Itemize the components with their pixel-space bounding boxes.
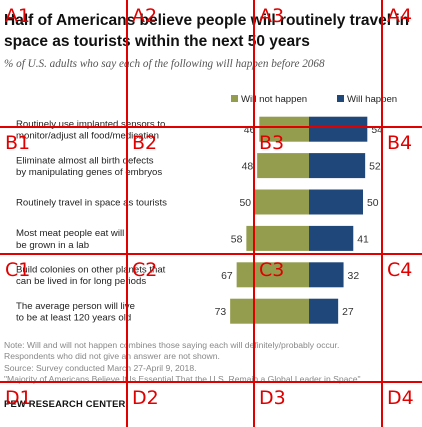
grid-cell-label: B2 bbox=[132, 132, 158, 154]
grid-line-horizontal bbox=[0, 253, 422, 255]
chart-notes: Note: Will and will not happen combines … bbox=[4, 340, 418, 386]
bar-will-not-happen bbox=[246, 225, 309, 251]
bar-will-happen bbox=[309, 298, 339, 324]
data-label-will-happen: 50 bbox=[367, 198, 379, 209]
bar-will-happen bbox=[309, 262, 344, 288]
bar-will-happen bbox=[309, 116, 368, 142]
grid-line-horizontal bbox=[0, 381, 422, 383]
grid-cell-label: A1 bbox=[5, 5, 31, 27]
data-label-will-not-happen: 50 bbox=[239, 198, 251, 209]
grid-line-vertical bbox=[253, 0, 255, 427]
data-label-will-not-happen: 58 bbox=[231, 234, 243, 245]
grid-cell-label: B3 bbox=[259, 132, 285, 154]
source-text: Source: Survey conducted March 27-April … bbox=[4, 362, 197, 373]
grid-cell-label: A4 bbox=[387, 5, 413, 27]
grid-cell-label: D3 bbox=[259, 387, 286, 409]
grid-cell-label: D2 bbox=[132, 387, 159, 409]
category-label-line: Build colonies on other planets that bbox=[16, 265, 166, 276]
category-label-line: to be at least 120 years old bbox=[16, 313, 131, 324]
legend-swatch bbox=[231, 95, 238, 102]
category-label-line: Routinely travel in space as tourists bbox=[16, 198, 167, 209]
legend-label: Will not happen bbox=[241, 94, 307, 105]
grid-cell-label: C1 bbox=[5, 259, 31, 281]
grid-line-horizontal bbox=[0, 126, 422, 128]
category-label-line: Eliminate almost all birth defects bbox=[16, 155, 154, 166]
chart-subtitle: % of U.S. adults who say each of the fol… bbox=[4, 58, 325, 70]
note-text: Respondents who did not give an answer a… bbox=[4, 351, 220, 362]
category-label-line: by manipulating genes of embryos bbox=[16, 167, 162, 178]
grid-cell-label: A2 bbox=[132, 5, 158, 27]
category-label: Routinely travel in space as tourists bbox=[16, 198, 167, 209]
report-title: "Majority of Americans Believe It Is Ess… bbox=[4, 374, 361, 385]
grid-cell-label: B4 bbox=[387, 132, 413, 154]
bar-will-not-happen bbox=[236, 262, 309, 288]
legend-label: Will happen bbox=[347, 94, 397, 105]
data-label-will-not-happen: 48 bbox=[242, 162, 254, 173]
bar-will-not-happen bbox=[259, 116, 309, 142]
category-label-line: monitor/adjust all food/medication bbox=[16, 131, 159, 142]
category-label-line: The average person will live bbox=[16, 301, 135, 312]
bar-will-not-happen bbox=[257, 153, 309, 179]
bar-chart: Will not happen Will happen Routinely use … bbox=[16, 94, 397, 324]
grid-cell-label: C4 bbox=[387, 259, 413, 281]
data-label-will-happen: 32 bbox=[348, 271, 360, 282]
data-label-will-happen: 54 bbox=[371, 125, 383, 136]
data-label-will-not-happen: 67 bbox=[221, 271, 233, 282]
grid-cell-label: B1 bbox=[5, 132, 31, 154]
grid-cell-label: C2 bbox=[132, 259, 158, 281]
data-label-will-happen: 41 bbox=[357, 234, 369, 245]
category-label: Routinely use implanted sensors tomonito… bbox=[16, 119, 165, 142]
grid-cell-label: C3 bbox=[259, 259, 285, 281]
chart-title: Half of Americans believe people will ro… bbox=[4, 12, 410, 50]
grid-cell-label: D1 bbox=[5, 387, 32, 409]
category-label-line: Most meat people eat will bbox=[16, 228, 124, 239]
category-label: Build colonies on other planets thatcan … bbox=[16, 265, 166, 288]
category-label-line: Routinely use implanted sensors to bbox=[16, 119, 165, 130]
bar-will-happen bbox=[309, 153, 366, 179]
data-label-will-happen: 27 bbox=[342, 307, 354, 318]
grid-line-vertical bbox=[381, 0, 383, 427]
note-text: Note: Will and will not happen combines … bbox=[4, 340, 340, 350]
legend-swatch bbox=[337, 95, 344, 102]
pew-logo: PEW RESEARCH CENTER bbox=[4, 398, 126, 409]
data-label-will-happen: 52 bbox=[369, 162, 381, 173]
grid-cell-label: D4 bbox=[387, 387, 414, 409]
category-label-line: be grown in a lab bbox=[16, 240, 89, 251]
data-label-will-not-happen: 46 bbox=[244, 125, 256, 136]
bar-will-happen bbox=[309, 189, 363, 215]
grid-line-vertical bbox=[126, 0, 128, 427]
bar-will-happen bbox=[309, 225, 354, 251]
category-label-line: can be lived in for long periods bbox=[16, 276, 146, 287]
grid-cell-label: A3 bbox=[259, 5, 285, 27]
bar-will-not-happen bbox=[255, 189, 309, 215]
bar-will-not-happen bbox=[230, 298, 309, 324]
data-label-will-not-happen: 73 bbox=[215, 307, 227, 318]
